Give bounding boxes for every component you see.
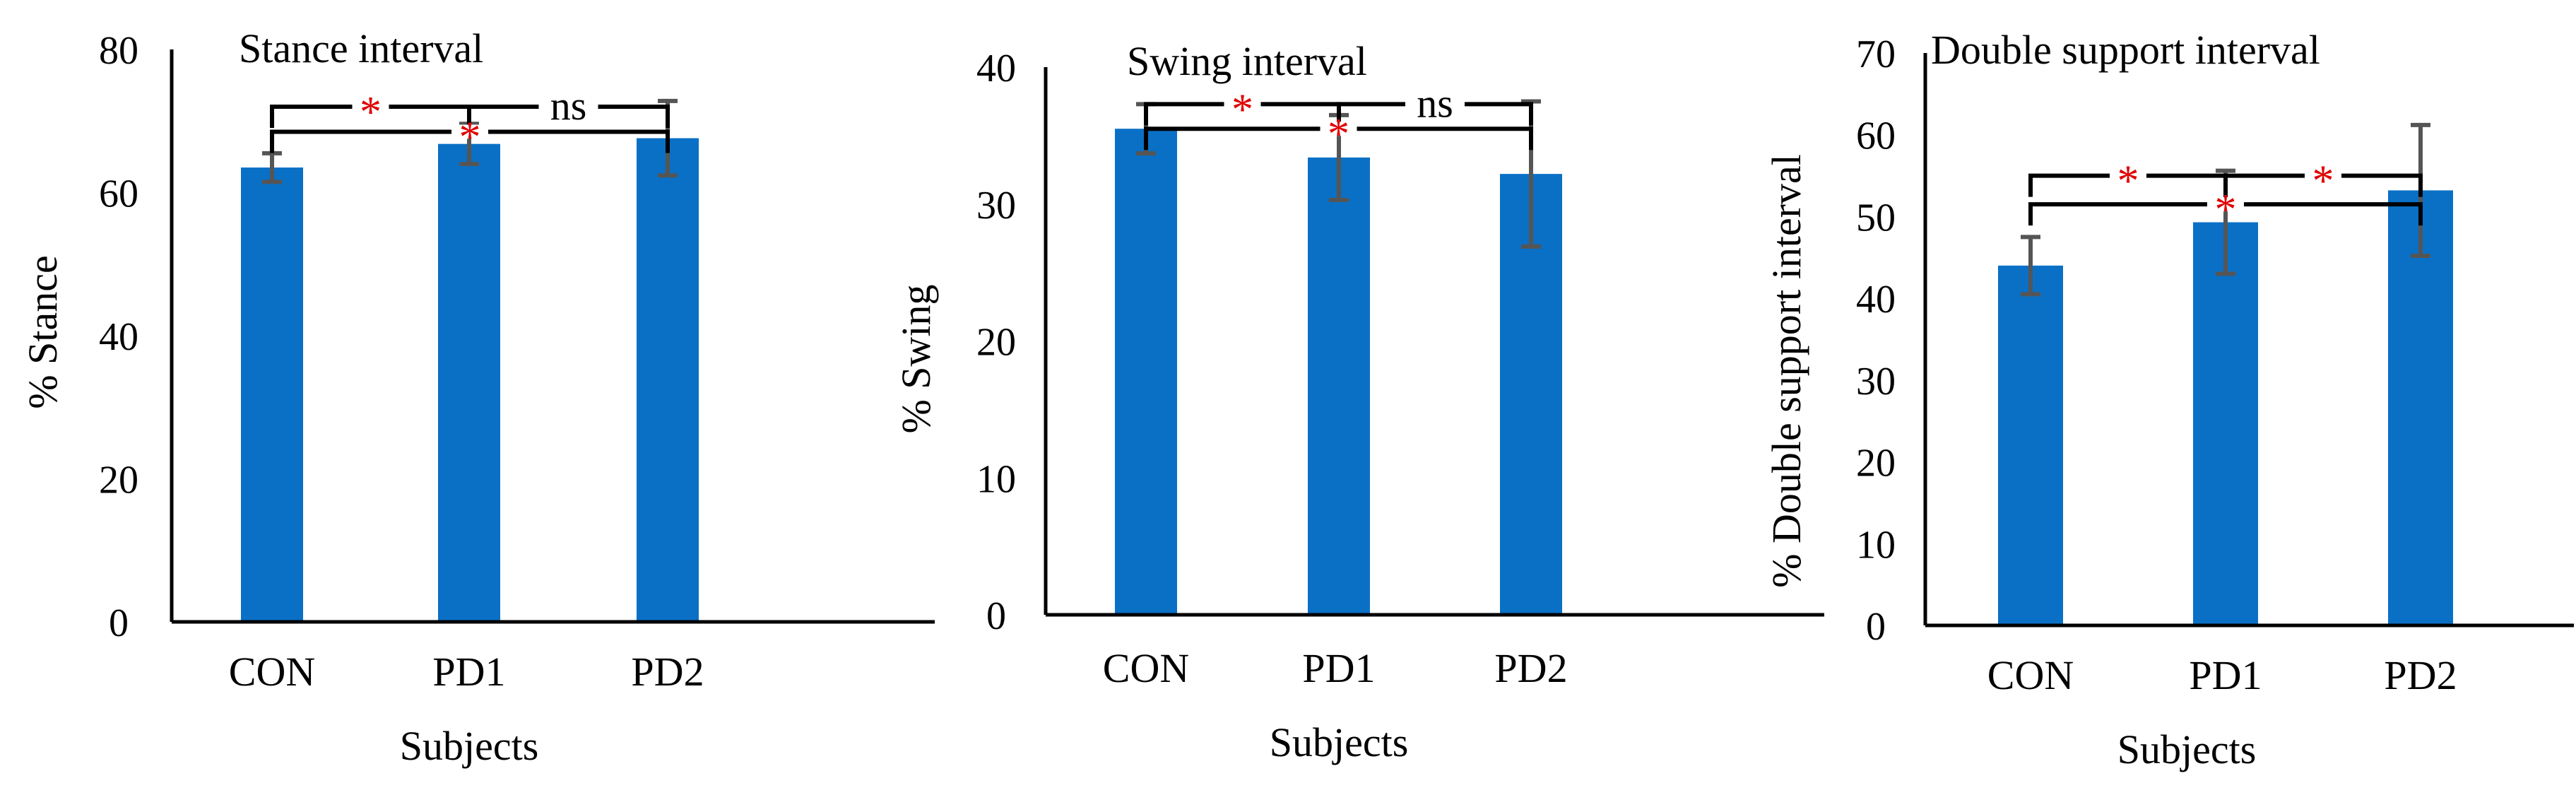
- y-tick-label: 20: [99, 459, 138, 502]
- y-tick-label: 40: [1856, 278, 1896, 322]
- y-tick-label: 20: [976, 321, 1016, 365]
- label-gap: [2305, 168, 2341, 183]
- label-gap: [352, 100, 389, 114]
- chart-title: Double support interval: [1931, 27, 2320, 73]
- plot-area: 0 20 40 60 80 CON PD1 PD2 * ns *: [99, 29, 935, 695]
- x-tick-label: PD1: [2189, 652, 2262, 698]
- significance-star: *: [2117, 158, 2139, 206]
- y-tick-label: 60: [1856, 114, 1896, 158]
- significance-star: *: [459, 113, 481, 161]
- x-tick-label: CON: [1103, 645, 1189, 691]
- chart-title: Stance interval: [239, 25, 483, 71]
- chart-title: Swing interval: [1127, 38, 1367, 84]
- bar-con: [1998, 265, 2063, 625]
- bar-con: [241, 167, 303, 622]
- plot-area: 0 10 20 30 40 CON PD1 PD2 * ns *: [976, 47, 1824, 691]
- y-tick-label: 60: [99, 172, 138, 216]
- y-tick-label: 30: [976, 184, 1016, 228]
- y-tick-label: 10: [976, 457, 1016, 501]
- y-axis-label: % Double support interval: [1763, 154, 1809, 588]
- y-tick-label: 10: [1856, 523, 1896, 567]
- x-tick-label: PD2: [1494, 645, 1567, 691]
- x-axis-label: Subjects: [1270, 719, 1409, 765]
- stance-chart: Stance interval % Stance Subjects 0 20 40 6…: [20, 25, 935, 769]
- bar-pd1: [438, 143, 500, 622]
- y-tick-label: 40: [99, 315, 138, 359]
- ns-label: ns: [1417, 80, 1453, 126]
- ns-label: ns: [550, 83, 587, 129]
- label-gap: [2110, 168, 2146, 183]
- label-gap: [2207, 197, 2244, 212]
- bar-pd2: [637, 138, 699, 623]
- significance-star: *: [2312, 158, 2334, 206]
- significance-star: *: [1231, 86, 1253, 134]
- label-gap: [1224, 97, 1261, 112]
- label-gap: [1320, 122, 1357, 136]
- label-gap: [451, 124, 488, 139]
- significance-star: *: [360, 88, 382, 136]
- y-axis-label: % Swing: [893, 284, 939, 433]
- y-axis-label: % Stance: [20, 255, 66, 408]
- y-tick-label: 80: [99, 29, 138, 73]
- y-tick-label: 40: [976, 47, 1016, 90]
- bar-pd1: [2193, 222, 2258, 625]
- y-tick-label: 20: [1856, 442, 1896, 485]
- x-tick-label: CON: [1987, 652, 2074, 698]
- x-tick-label: PD1: [1302, 645, 1375, 691]
- x-axis-label: Subjects: [2117, 726, 2257, 772]
- significance-star: *: [1328, 110, 1349, 158]
- x-tick-label: PD1: [432, 649, 505, 695]
- y-tick-label: 50: [1856, 196, 1896, 240]
- bar-pd2: [2388, 190, 2453, 625]
- double-support-chart: Double support interval % Double support…: [1763, 27, 2574, 772]
- x-axis-label: Subjects: [400, 723, 539, 769]
- y-tick-label: 0: [1866, 605, 1886, 649]
- y-tick-label: 70: [1856, 33, 1896, 76]
- bar-con: [1115, 129, 1177, 615]
- swing-chart: Swing interval % Swing Subjects 0 10 20 30 4…: [893, 38, 1824, 765]
- significance-star: *: [2215, 186, 2237, 234]
- y-tick-label: 0: [109, 601, 129, 645]
- label-gap: [538, 100, 598, 114]
- x-tick-label: PD2: [2384, 652, 2457, 698]
- y-tick-label: 0: [986, 594, 1006, 638]
- x-tick-label: CON: [229, 649, 315, 695]
- plot-area: 0 10 20 30 40 50 60 70 CON PD1 PD2 * * *: [1856, 33, 2574, 698]
- x-tick-label: PD2: [631, 649, 704, 695]
- y-tick-label: 30: [1856, 360, 1896, 404]
- bar-pd1: [1308, 157, 1370, 615]
- label-gap: [1405, 97, 1465, 112]
